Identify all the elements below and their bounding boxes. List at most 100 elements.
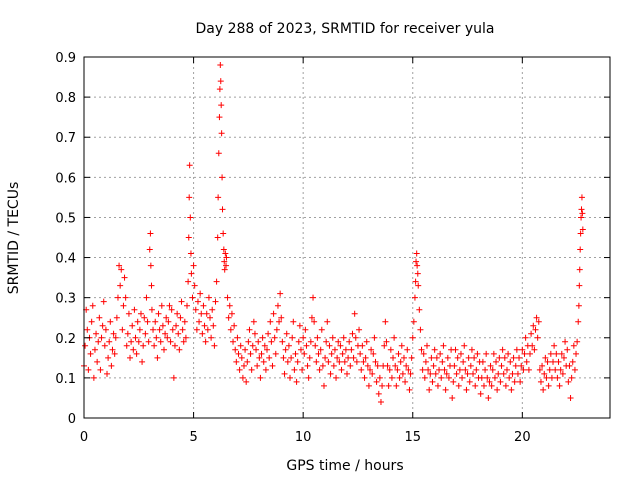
data-point bbox=[367, 366, 374, 373]
y-tick-label: 0.3 bbox=[55, 292, 76, 307]
data-point bbox=[490, 350, 497, 357]
data-point bbox=[345, 354, 352, 361]
data-point bbox=[110, 330, 117, 337]
data-point bbox=[159, 322, 166, 329]
data-point bbox=[187, 250, 194, 257]
data-point bbox=[557, 366, 564, 373]
data-point bbox=[304, 362, 311, 369]
data-point bbox=[455, 382, 462, 389]
data-point bbox=[352, 334, 359, 341]
data-point bbox=[336, 358, 343, 365]
data-point bbox=[128, 338, 135, 345]
data-point bbox=[347, 362, 354, 369]
y-tick-label: 0 bbox=[68, 412, 76, 427]
data-point bbox=[541, 370, 548, 377]
data-point bbox=[554, 374, 561, 381]
data-point bbox=[531, 346, 538, 353]
data-point bbox=[87, 350, 94, 357]
data-point bbox=[450, 378, 457, 385]
data-point bbox=[223, 262, 230, 269]
data-point bbox=[377, 398, 384, 405]
data-point bbox=[425, 366, 432, 373]
data-point bbox=[471, 354, 478, 361]
data-point bbox=[157, 338, 164, 345]
data-point bbox=[393, 382, 400, 389]
data-point bbox=[150, 326, 157, 333]
data-point bbox=[245, 338, 252, 345]
y-axis-label: SRMTID / TECUs bbox=[6, 182, 22, 295]
data-point bbox=[265, 330, 272, 337]
data-point bbox=[251, 330, 258, 337]
data-point bbox=[414, 270, 421, 277]
data-point bbox=[449, 394, 456, 401]
data-point bbox=[502, 382, 509, 389]
data-point bbox=[211, 342, 218, 349]
data-point bbox=[224, 294, 231, 301]
data-point bbox=[497, 378, 504, 385]
data-point bbox=[182, 334, 189, 341]
data-point bbox=[189, 294, 196, 301]
data-point bbox=[533, 314, 540, 321]
data-point bbox=[177, 314, 184, 321]
data-point bbox=[281, 370, 288, 377]
data-point bbox=[518, 362, 525, 369]
data-point bbox=[260, 358, 267, 365]
data-point bbox=[271, 334, 278, 341]
data-point bbox=[210, 322, 217, 329]
data-point bbox=[175, 330, 182, 337]
data-point bbox=[363, 338, 370, 345]
data-point bbox=[578, 214, 585, 221]
data-point bbox=[247, 350, 254, 357]
data-point bbox=[528, 330, 535, 337]
data-point bbox=[559, 370, 566, 377]
data-point bbox=[163, 314, 170, 321]
data-point bbox=[403, 362, 410, 369]
data-point bbox=[199, 330, 206, 337]
data-point bbox=[390, 354, 397, 361]
data-point bbox=[508, 386, 515, 393]
data-points bbox=[81, 62, 586, 405]
data-point bbox=[417, 326, 424, 333]
data-point bbox=[267, 318, 274, 325]
data-point bbox=[381, 342, 388, 349]
data-point bbox=[214, 234, 221, 241]
data-point bbox=[543, 374, 550, 381]
data-point bbox=[442, 386, 449, 393]
data-point bbox=[264, 346, 271, 353]
data-point bbox=[415, 282, 422, 289]
data-point bbox=[568, 374, 575, 381]
data-point bbox=[491, 374, 498, 381]
data-point bbox=[249, 342, 256, 349]
data-point bbox=[394, 366, 401, 373]
data-point bbox=[509, 370, 516, 377]
data-point bbox=[202, 338, 209, 345]
data-point bbox=[405, 366, 412, 373]
data-point bbox=[169, 326, 176, 333]
data-point bbox=[418, 346, 425, 353]
data-point bbox=[254, 362, 261, 369]
data-point bbox=[330, 362, 337, 369]
data-point bbox=[201, 322, 208, 329]
data-point bbox=[465, 354, 472, 361]
data-point bbox=[421, 374, 428, 381]
grid bbox=[84, 57, 610, 418]
data-point bbox=[165, 318, 172, 325]
data-point bbox=[306, 354, 313, 361]
data-point bbox=[520, 366, 527, 373]
data-point bbox=[537, 378, 544, 385]
data-point bbox=[325, 358, 332, 365]
data-point bbox=[463, 386, 470, 393]
data-point bbox=[280, 354, 287, 361]
data-point bbox=[253, 346, 260, 353]
data-point bbox=[320, 382, 327, 389]
data-point bbox=[397, 358, 404, 365]
data-point bbox=[234, 334, 241, 341]
data-point bbox=[187, 214, 194, 221]
data-point bbox=[522, 334, 529, 341]
data-point bbox=[269, 362, 276, 369]
x-tick-label: 20 bbox=[514, 430, 531, 445]
data-point bbox=[570, 342, 577, 349]
data-point bbox=[285, 342, 292, 349]
data-point bbox=[170, 374, 177, 381]
data-point bbox=[193, 326, 200, 333]
